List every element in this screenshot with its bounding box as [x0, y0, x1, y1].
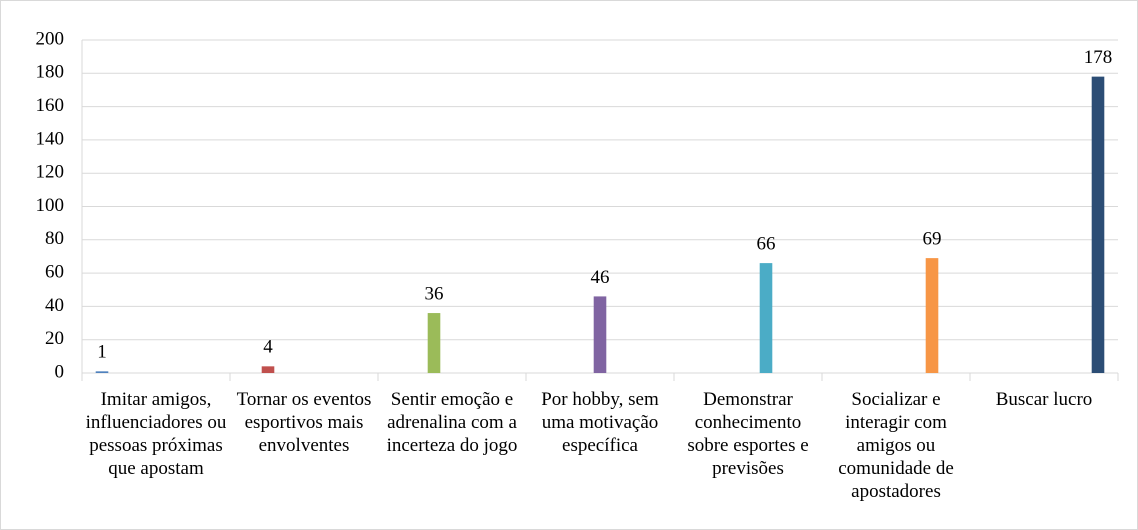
bar: [759, 263, 773, 373]
y-tick-label: 60: [45, 261, 64, 282]
bar: [261, 366, 275, 373]
y-tick-label: 80: [45, 228, 64, 249]
data-label: 66: [757, 233, 776, 254]
bar: [593, 296, 607, 373]
x-tick-label: Tornar os eventos esportivos mais envolv…: [236, 389, 372, 456]
bar: [1091, 76, 1105, 373]
y-tick-label: 20: [45, 328, 64, 349]
x-tick-label: Socializar e interagir com amigos ou com…: [838, 389, 954, 502]
bar: [925, 258, 939, 373]
data-label: 4: [263, 337, 273, 358]
x-tick-label: Por hobby, sem uma motivação específica: [541, 389, 659, 456]
y-tick-label: 100: [36, 195, 65, 216]
bar: [427, 313, 441, 373]
y-tick-label: 160: [36, 95, 65, 116]
y-tick-label: 40: [45, 295, 64, 316]
data-label: 1: [97, 342, 107, 363]
y-tick-label: 120: [36, 162, 65, 183]
data-label: 46: [591, 267, 610, 288]
x-tick-label: Imitar amigos, influenciadores ou pessoa…: [85, 389, 227, 479]
x-tick-label: Demonstrar conhecimento sobre esportes e…: [687, 389, 809, 479]
y-tick-label: 200: [36, 28, 65, 49]
y-tick-label: 180: [36, 62, 65, 83]
data-label: 178: [1084, 47, 1113, 68]
x-tick-label: Buscar lucro: [995, 389, 1093, 410]
y-tick-label: 140: [36, 128, 65, 149]
data-label: 69: [923, 228, 942, 249]
data-label: 36: [425, 283, 444, 304]
x-tick-label: Sentir emoção e adrenalina com a incerte…: [386, 389, 518, 456]
y-tick-label: 0: [55, 361, 65, 382]
bar: [95, 371, 109, 373]
